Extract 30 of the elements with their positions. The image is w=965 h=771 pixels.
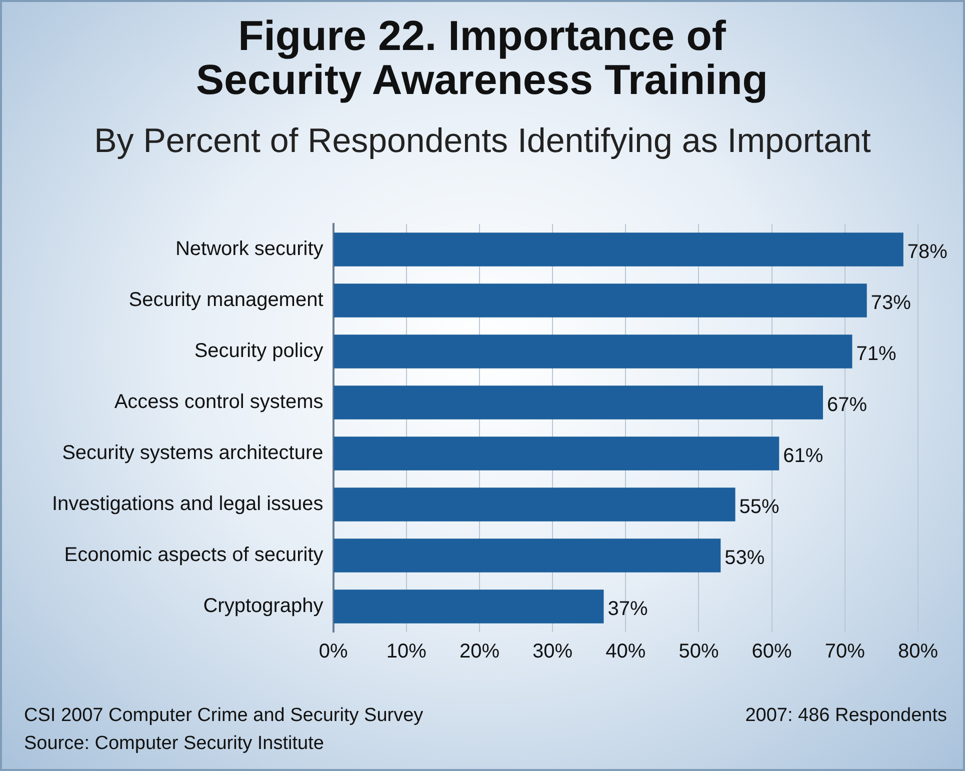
x-tick-label: 20% — [459, 640, 500, 663]
source-note: Source: Computer Security Institute — [24, 732, 325, 756]
x-tick-label: 70% — [824, 640, 866, 663]
x-tick-label: 30% — [532, 640, 573, 663]
y-tick-label: Network security — [175, 238, 324, 260]
x-tick-label: 40% — [606, 640, 646, 663]
chart-subtitle: By Percent of Respondents Identifying as Important — [93, 122, 872, 161]
y-tick-label: Economic aspects of security — [64, 544, 324, 566]
chart-title: Figure 22. Importance of Security Awareness Training — [195, 12, 769, 103]
x-tick-label: 10% — [386, 640, 427, 663]
y-tick-label: Investigations and legal issues — [52, 493, 324, 516]
y-tick-label: Security policy — [194, 340, 324, 362]
y-tick-label: Security systems architecture — [62, 442, 324, 464]
x-tick-label: 50% — [678, 640, 719, 663]
x-tick-label: 60% — [752, 640, 792, 663]
text: CSI 2007 Computer Crime and Security Survey — [24, 704, 424, 728]
data-label: 71% — [856, 343, 896, 366]
data-label: 53% — [724, 547, 765, 570]
data-label: 78% — [907, 241, 948, 264]
y-tick-label: Cryptography — [203, 595, 324, 618]
x-tick-label: 80% — [898, 640, 938, 663]
data-label: 37% — [608, 598, 648, 620]
x-tick-label: 0% — [318, 640, 348, 663]
text: 2007: 486 Respondents — [745, 704, 947, 728]
data-label: 55% — [739, 496, 780, 518]
data-label: 67% — [826, 394, 868, 416]
data-label: 73% — [870, 292, 912, 314]
y-tick-label: Access control systems — [114, 391, 324, 414]
y-tick-label: Security management — [128, 289, 324, 312]
data-label: 61% — [783, 445, 824, 468]
